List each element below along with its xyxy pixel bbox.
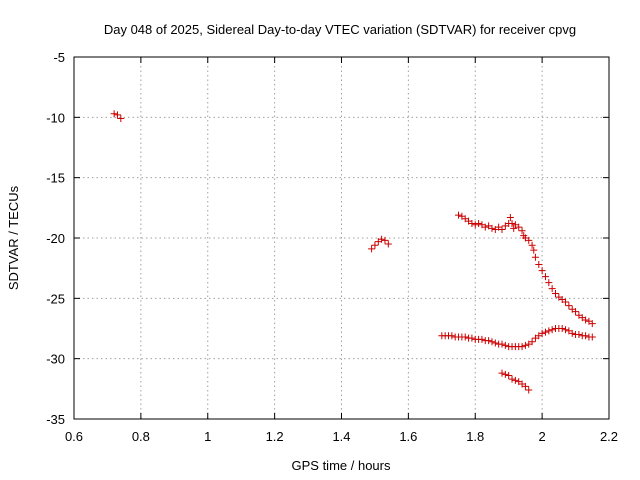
data-point-arc-c: [471, 221, 479, 229]
y-axis-label: SDTVAR / TECUs: [6, 185, 21, 290]
data-point-arc-c: [572, 308, 580, 316]
data-point-arc-d: [568, 329, 576, 337]
data-point-arc-d: [488, 338, 496, 346]
data-point-arc-a: [113, 111, 121, 119]
x-tick-label: 2.2: [600, 429, 618, 444]
data-point-arc-c: [498, 226, 506, 234]
data-point-arc-b: [371, 241, 379, 249]
data-point-arc-d: [478, 335, 486, 343]
data-point-arc-c: [468, 220, 476, 228]
data-point-arc-b: [368, 245, 376, 253]
y-tick-label: -15: [46, 171, 65, 186]
data-point-arc-c: [582, 316, 590, 324]
data-point-arc-c: [525, 236, 533, 244]
data-point-arc-c: [545, 279, 553, 287]
data-point-arc-e: [521, 382, 529, 390]
data-point-arc-c: [588, 320, 596, 328]
data-point-arc-b: [384, 240, 392, 248]
data-point-arc-d: [448, 332, 456, 340]
x-tick-label: 1.2: [266, 429, 284, 444]
data-point-arc-e: [525, 386, 533, 394]
x-axis-label: GPS time / hours: [292, 458, 391, 473]
data-point-arc-c: [552, 290, 559, 298]
data-point-arc-d: [541, 328, 549, 336]
data-point-arc-c: [531, 253, 539, 261]
x-tick-label: 0.8: [132, 429, 150, 444]
data-point-arc-e: [505, 372, 513, 380]
y-tick-label: -25: [46, 291, 65, 306]
data-point-arc-d: [518, 343, 526, 351]
data-point-arc-d: [521, 341, 529, 349]
data-point-arc-a: [117, 115, 125, 123]
y-tick-label: -10: [46, 110, 65, 125]
y-tick-labels: -5 -10 -15 -20 -25 -30 -35: [46, 50, 65, 427]
data-point-arc-c: [455, 211, 463, 219]
data-point-arc-d: [562, 326, 570, 334]
data-point-arc-c: [562, 298, 570, 306]
x-tick-labels: 0.6 0.8 1 1.2 1.4 1.6 1.8 2 2.2: [65, 429, 618, 444]
data-point-arc-d: [528, 338, 536, 346]
data-point-arc-d: [545, 327, 553, 335]
data-point-arc-d: [588, 333, 596, 341]
x-tick-label: 1: [204, 429, 211, 444]
data-point-arc-c: [506, 213, 514, 221]
data-point-arc-c: [538, 267, 546, 275]
data-point-arc-c: [481, 223, 489, 231]
data-point-arc-c: [565, 302, 573, 310]
data-point-arc-e: [498, 369, 506, 377]
data-point-arc-c: [530, 246, 538, 254]
x-tick-label: 1.8: [466, 429, 484, 444]
data-point-arc-c: [475, 220, 483, 228]
x-tick-label: 1.6: [399, 429, 417, 444]
x-tick-label: 1.4: [332, 429, 350, 444]
x-tick-label: 2: [539, 429, 546, 444]
data-point-arc-d: [491, 339, 499, 347]
data-point-arc-c: [488, 224, 496, 232]
y-tick-label: -5: [53, 50, 65, 65]
data-point-arc-d: [582, 332, 590, 340]
axis-ticks: [73, 56, 610, 420]
data-point-arc-d: [558, 325, 566, 332]
data-points: [110, 110, 596, 394]
data-point-arc-d: [501, 341, 509, 349]
data-point-arc-c: [548, 285, 556, 293]
data-point-arc-d: [498, 340, 506, 348]
y-tick-label: -30: [46, 352, 65, 367]
data-point-arc-c: [508, 220, 516, 228]
data-point-arc-c: [541, 273, 549, 281]
data-point-arc-b: [378, 235, 386, 243]
data-point-arc-a: [110, 110, 118, 118]
data-point-arc-d: [575, 331, 583, 339]
data-point-arc-c: [510, 224, 518, 232]
data-point-arc-d: [468, 334, 476, 342]
data-point-arc-c: [515, 223, 523, 231]
x-tick-label: 0.6: [65, 429, 83, 444]
chart-title: Day 048 of 2025, Sidereal Day-to-day VTE…: [104, 22, 576, 37]
data-point-arc-b: [381, 236, 389, 244]
data-point-arc-c: [528, 241, 536, 249]
data-point-arc-d: [461, 333, 469, 341]
y-tick-label: -20: [46, 231, 65, 246]
data-point-arc-e: [508, 375, 516, 383]
data-point-arc-d: [548, 326, 556, 334]
data-point-arc-e: [511, 376, 519, 384]
data-point-arc-c: [518, 227, 526, 235]
data-point-arc-c: [535, 261, 543, 269]
data-point-arc-d: [538, 329, 546, 337]
y-tick-label: -35: [46, 412, 65, 427]
data-point-arc-d: [485, 337, 493, 345]
grid: [74, 57, 609, 419]
data-point-arc-e: [501, 370, 509, 378]
